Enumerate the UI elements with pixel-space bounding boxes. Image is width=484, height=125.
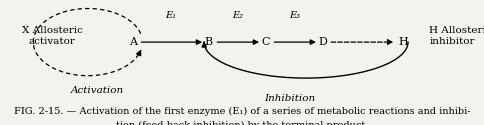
Text: B: B <box>205 37 213 47</box>
Text: E₂: E₂ <box>232 12 243 20</box>
Text: E₃: E₃ <box>288 12 300 20</box>
Text: X Allosteric
activator: X Allosteric activator <box>22 26 83 46</box>
Text: A: A <box>129 37 137 47</box>
Text: D: D <box>318 37 327 47</box>
Text: FIG. 2-15. — Activation of the first enzyme (E₁) of a series of metabolic reacti: FIG. 2-15. — Activation of the first enz… <box>14 107 470 116</box>
Text: tion (feed-back inhibition) by the terminal product.: tion (feed-back inhibition) by the termi… <box>116 121 368 125</box>
Text: Inhibition: Inhibition <box>264 94 315 103</box>
Text: H: H <box>398 37 408 47</box>
Text: H Allosteric
inhibitor: H Allosteric inhibitor <box>429 26 484 46</box>
Text: E₁: E₁ <box>166 12 176 20</box>
Text: Activation: Activation <box>71 86 124 95</box>
Text: C: C <box>261 37 270 47</box>
